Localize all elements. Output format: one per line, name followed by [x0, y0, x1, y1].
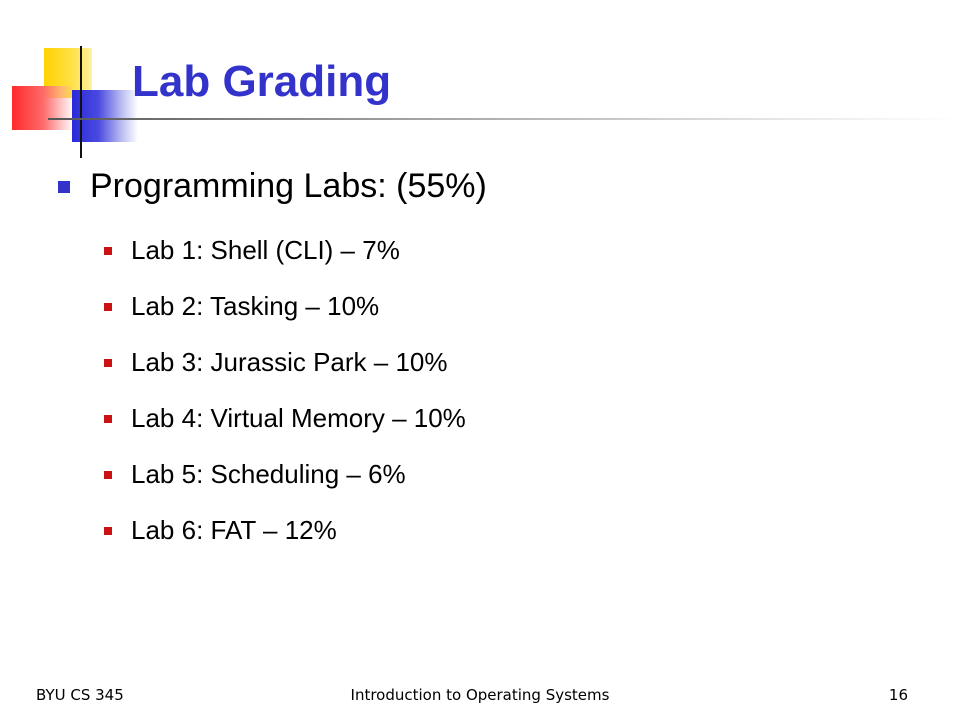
sub-bullet-text: Lab 3: Jurassic Park – 10%: [131, 347, 448, 377]
sub-bullet-square-icon: [104, 247, 112, 255]
sub-bullet-text: Lab 1: Shell (CLI) – 7%: [131, 235, 400, 265]
sub-bullet-text: Lab 2: Tasking – 10%: [131, 291, 380, 321]
footer-course-title: Introduction to Operating Systems: [350, 686, 610, 704]
bullet-programming-labs: Programming Labs: (55%): [58, 164, 487, 208]
footer-course: BYU CS 345: [36, 686, 124, 704]
sub-bullet-square-icon: [104, 527, 112, 535]
sub-bullet-square-icon: [104, 471, 112, 479]
title-underline: [48, 118, 960, 120]
sub-bullet-text: Lab 5: Scheduling – 6%: [131, 459, 406, 489]
sub-bullet-square-icon: [104, 303, 112, 311]
logo-blue-square: [72, 90, 138, 142]
footer-page-number: 16: [888, 686, 908, 704]
sub-bullet-square-icon: [104, 359, 112, 367]
logo-vertical-line: [80, 46, 82, 158]
sub-bullet-item: Lab 3: Jurassic Park – 10%: [104, 334, 466, 390]
sub-bullet-item: Lab 1: Shell (CLI) – 7%: [104, 222, 466, 278]
slide-title: Lab Grading: [132, 57, 392, 106]
sub-bullet-text: Lab 6: FAT – 12%: [131, 515, 337, 545]
bullet-square-icon: [58, 181, 70, 193]
bullet-text: Programming Labs: (55%): [90, 167, 487, 205]
logo-red-square: [12, 86, 74, 130]
sub-bullet-item: Lab 4: Virtual Memory – 10%: [104, 390, 466, 446]
sub-bullet-item: Lab 2: Tasking – 10%: [104, 278, 466, 334]
template-logo-graphic: [10, 46, 140, 161]
sub-bullet-list: Lab 1: Shell (CLI) – 7% Lab 2: Tasking –…: [104, 222, 466, 558]
sub-bullet-square-icon: [104, 415, 112, 423]
sub-bullet-item: Lab 5: Scheduling – 6%: [104, 446, 466, 502]
sub-bullet-text: Lab 4: Virtual Memory – 10%: [131, 403, 466, 433]
sub-bullet-item: Lab 6: FAT – 12%: [104, 502, 466, 558]
